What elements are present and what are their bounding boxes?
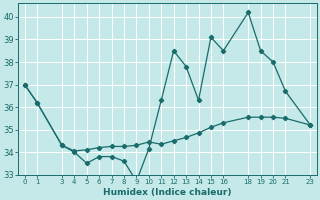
X-axis label: Humidex (Indice chaleur): Humidex (Indice chaleur) (103, 188, 232, 197)
